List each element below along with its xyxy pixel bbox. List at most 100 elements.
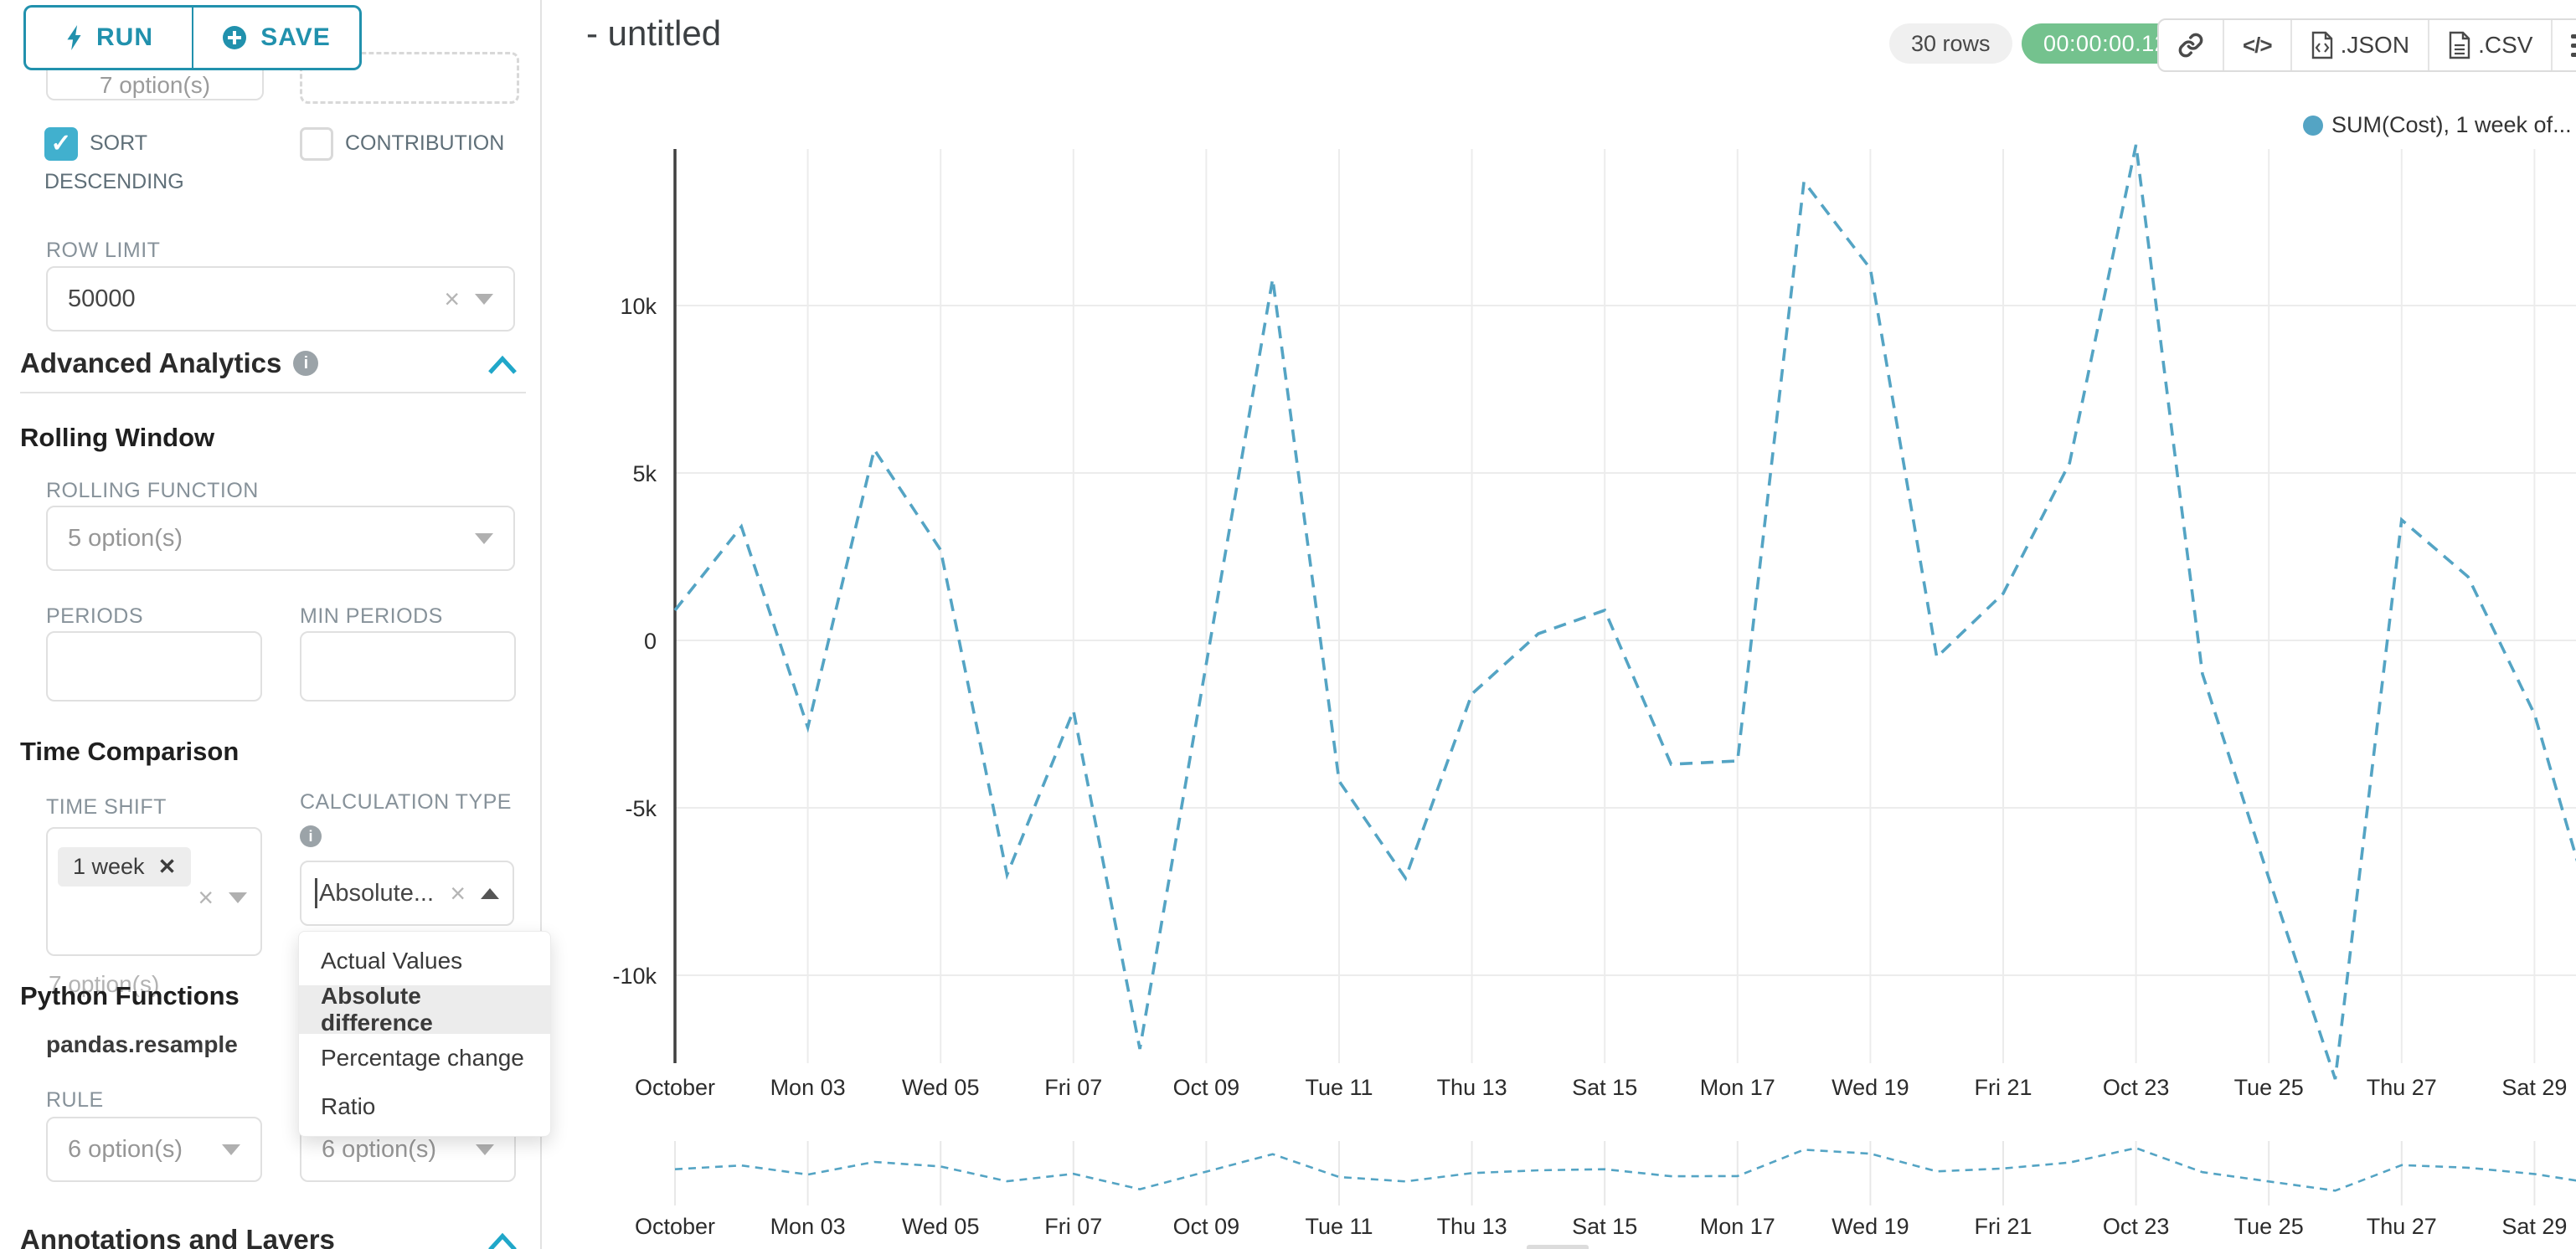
sort-descending-field[interactable]: ✓ SORT DESCENDING (44, 124, 204, 201)
x-axis-tick-label: Sat 15 (1572, 1075, 1637, 1100)
time-shift-controls: × (198, 884, 247, 911)
range-selector-handle[interactable] (1527, 1245, 1589, 1249)
info-icon[interactable]: i (300, 825, 322, 847)
line-chart[interactable]: 10k 5k 0 -5k -10k October October Mon 03 Mon 03 W… (541, 100, 2576, 1249)
dropdown-option[interactable]: Percentage change (321, 1045, 524, 1071)
chart-title[interactable]: - untitled (586, 13, 722, 53)
more-options-button[interactable] (2553, 20, 2576, 70)
x-axis-tick-label: Fri 07 (1044, 1075, 1102, 1100)
share-link-button[interactable] (2159, 20, 2224, 70)
dropdown-option[interactable]: Absolute difference (299, 983, 550, 1036)
contribution-checkbox[interactable] (300, 127, 333, 162)
min-periods-label: MIN PERIODS (300, 604, 443, 628)
min-periods-input[interactable] (300, 631, 516, 702)
mini-x-axis-tick-label: Mon 03 (770, 1214, 846, 1239)
embed-code-button[interactable]: </> (2224, 20, 2292, 70)
save-button[interactable]: SAVE (193, 5, 362, 70)
caret-down-icon[interactable] (222, 1144, 240, 1155)
sort-descending-label: SORT DESCENDING (44, 131, 184, 193)
time-shift-tag[interactable]: 1 week ✕ (58, 847, 192, 887)
row-limit-select[interactable]: 50000 × (46, 266, 515, 332)
export-toolbar: </> .JSON .CSV (2157, 18, 2576, 72)
lightning-icon (67, 25, 81, 50)
x-axis-tick-label: Tue 25 (2234, 1075, 2304, 1100)
caret-up-icon[interactable] (481, 887, 499, 899)
calculation-type-value: Absolute... (319, 879, 435, 907)
calculation-type-select[interactable]: Absolute... × (300, 861, 514, 926)
rule-label: RULE (46, 1088, 104, 1112)
export-csv-button[interactable]: .CSV (2429, 20, 2553, 70)
sort-descending-checkbox[interactable]: ✓ (44, 127, 78, 162)
save-button-label: SAVE (260, 23, 331, 51)
advanced-analytics-header[interactable]: Advanced Analytics i (20, 347, 319, 379)
section-divider (20, 392, 526, 393)
clear-icon[interactable]: × (450, 878, 466, 908)
clear-icon[interactable]: × (444, 284, 460, 314)
drop-column-zone[interactable] (300, 52, 519, 104)
annotations-header[interactable]: Annotations and Layers (20, 1224, 335, 1249)
mini-x-axis-tick-label: Oct 09 (1173, 1214, 1240, 1239)
x-axis-tick-label: Thu 13 (1437, 1075, 1507, 1100)
menu-icon (2571, 33, 2576, 57)
rolling-function-select[interactable]: 5 option(s) (46, 506, 515, 571)
rule-value: 6 option(s) (68, 1135, 183, 1163)
calculation-type-dropdown: Actual Values Absolute difference Percenta… (298, 931, 551, 1137)
chart-line (673, 144, 2576, 1080)
clear-icon[interactable]: × (198, 882, 214, 912)
periods-input[interactable] (46, 631, 262, 702)
export-csv-label: .CSV (2478, 32, 2533, 58)
chevron-up-icon[interactable] (487, 355, 518, 375)
rolling-function-label: ROLLING FUNCTION (46, 479, 259, 502)
periods-label: PERIODS (46, 604, 144, 628)
rolling-function-value: 5 option(s) (68, 524, 183, 552)
plus-circle-icon (223, 26, 247, 49)
time-shift-select[interactable]: 1 week ✕ × (46, 827, 262, 956)
annotations-title: Annotations and Layers (20, 1224, 335, 1249)
mini-x-axis-tick-label: October (635, 1214, 715, 1239)
time-shift-placeholder: 7 option(s) (49, 971, 160, 997)
y-axis-tick-label: -10k (612, 964, 657, 989)
caret-down-icon[interactable] (475, 293, 493, 305)
text-caret (315, 878, 317, 908)
caret-down-icon[interactable] (476, 1144, 494, 1155)
contribution-field[interactable]: CONTRIBUTION (300, 124, 551, 162)
x-axis-tick-label: October (635, 1075, 715, 1100)
python-functions-title: Python Functions (20, 981, 240, 1010)
info-icon[interactable]: i (293, 351, 319, 376)
x-axis-tick-label: Wed 19 (1832, 1075, 1909, 1100)
contribution-label: CONTRIBUTION (345, 131, 505, 155)
dropdown-option[interactable]: Actual Values (321, 948, 463, 974)
x-axis-tick-label: Sat 29 (2501, 1075, 2567, 1100)
y-axis-tick-label: 0 (644, 629, 657, 654)
legend-label: SUM(Cost), 1 week of... (2331, 112, 2572, 137)
chevron-up-icon[interactable] (487, 1232, 518, 1249)
time-comparison-title: Time Comparison (20, 737, 240, 766)
time-shift-tag-label: 1 week (73, 854, 145, 879)
export-json-button[interactable]: .JSON (2292, 20, 2430, 70)
row-limit-label: ROW LIMIT (46, 239, 161, 262)
legend-dot (2303, 115, 2323, 136)
rule-select[interactable]: 6 option(s) (46, 1117, 262, 1182)
dropdown-option[interactable]: Ratio (321, 1093, 376, 1119)
code-icon: </> (2243, 32, 2273, 58)
x-axis-tick-label: Mon 17 (1700, 1075, 1775, 1100)
caret-down-icon[interactable] (229, 892, 247, 903)
chart-legend[interactable]: SUM(Cost), 1 week of... (2303, 112, 2572, 138)
mini-x-axis-tick-label: Mon 17 (1700, 1214, 1775, 1239)
mini-x-axis-tick-label: Thu 13 (1437, 1214, 1507, 1239)
mini-x-axis-tick-label: Thu 27 (2367, 1214, 2437, 1239)
resample-method-value: 6 option(s) (322, 1135, 437, 1163)
x-axis-tick-label: Thu 27 (2367, 1075, 2437, 1100)
run-button-label: RUN (96, 23, 153, 51)
run-button[interactable]: RUN (23, 5, 193, 70)
mini-x-axis-tick-label: Wed 05 (902, 1214, 980, 1239)
export-json-label: .JSON (2340, 32, 2410, 58)
file-csv-icon (2449, 31, 2470, 59)
x-axis-tick-label: Fri 21 (1974, 1075, 2032, 1100)
rolling-window-title: Rolling Window (20, 423, 215, 452)
panel-divider (540, 0, 542, 1249)
run-save-toolbar: RUN SAVE (23, 5, 362, 70)
remove-tag-icon[interactable]: ✕ (157, 854, 177, 879)
caret-down-icon[interactable] (475, 532, 493, 544)
